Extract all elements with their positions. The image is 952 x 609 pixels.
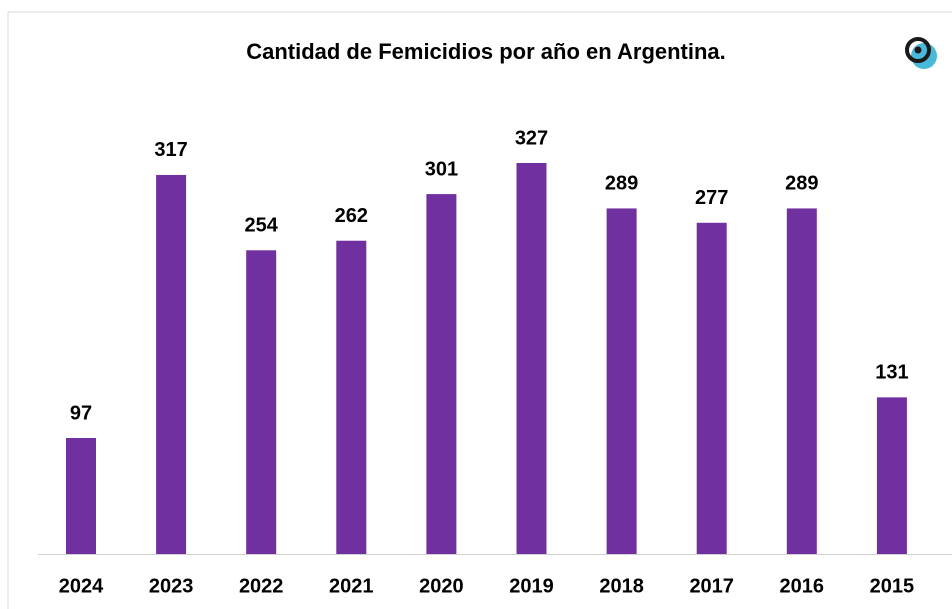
bar — [786, 208, 817, 554]
value-label: 317 — [154, 139, 187, 161]
x-tick-label: 2024 — [59, 575, 104, 597]
bar — [66, 438, 96, 554]
value-label: 327 — [515, 127, 548, 149]
x-tick-label: 2016 — [780, 575, 825, 597]
x-tick-label: 2022 — [239, 575, 284, 597]
logo — [905, 37, 937, 69]
x-tick-label: 2023 — [149, 575, 194, 597]
value-label: 277 — [695, 187, 728, 209]
x-tick-label: 2020 — [419, 575, 464, 597]
x-tick-label: 2017 — [689, 575, 734, 597]
x-tick-label: 2019 — [509, 575, 554, 597]
value-label: 97 — [70, 402, 92, 424]
bar — [336, 240, 367, 554]
bar — [246, 250, 277, 554]
value-label: 289 — [605, 173, 638, 195]
chart-title: Cantidad de Femicidios por año en Argent… — [246, 39, 726, 64]
bar — [426, 194, 457, 554]
bar — [516, 163, 547, 554]
value-label: 262 — [335, 205, 368, 227]
value-label: 254 — [245, 215, 279, 237]
value-label: 301 — [425, 158, 458, 180]
bar — [606, 208, 637, 554]
x-tick-label: 2015 — [870, 575, 915, 597]
value-label: 289 — [785, 173, 818, 195]
bar — [696, 222, 727, 554]
x-tick-label: 2021 — [329, 575, 374, 597]
bar — [876, 397, 907, 554]
bar — [156, 174, 187, 554]
x-tick-label: 2018 — [599, 575, 644, 597]
value-label: 131 — [875, 362, 908, 384]
